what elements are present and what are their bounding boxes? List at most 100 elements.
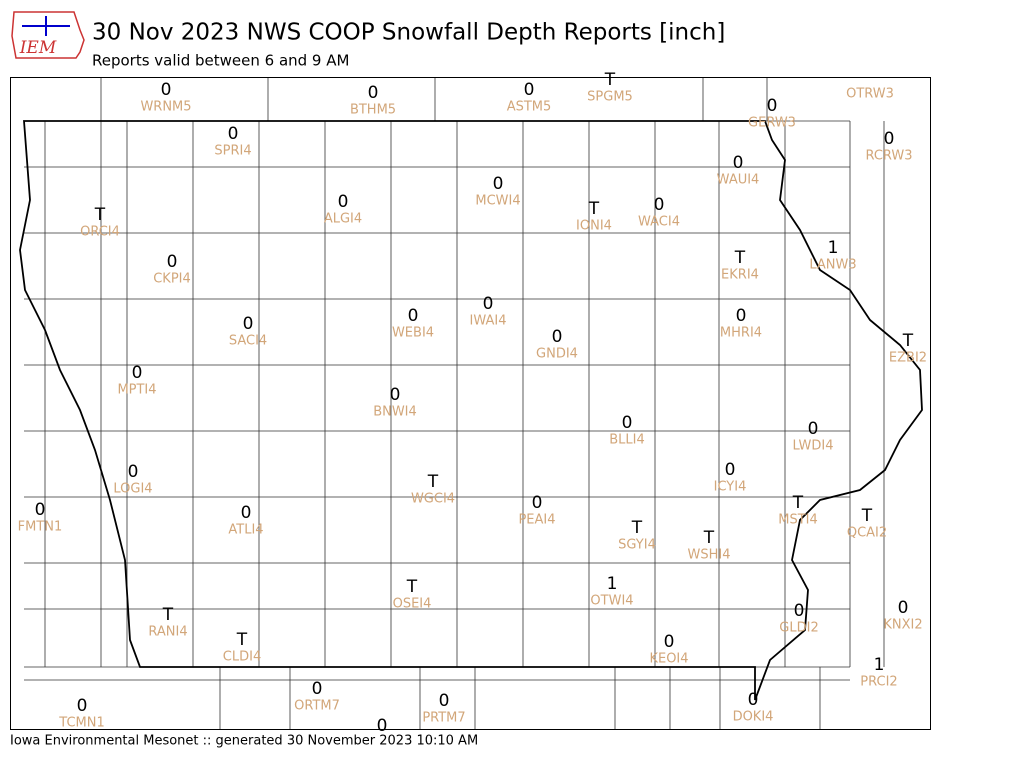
subtitle: Reports valid between 6 and 9 AM: [92, 52, 349, 70]
snow-depth: 0: [664, 632, 675, 652]
snow-depth: 0: [241, 503, 252, 523]
snow-depth: 0: [439, 691, 450, 711]
snow-depth: 0: [390, 385, 401, 405]
snow-depth: 0: [767, 96, 778, 116]
station-id: WAUI4: [717, 173, 760, 188]
station-id: GLDI2: [779, 621, 818, 636]
station-id: GNDI4: [536, 347, 578, 362]
station-id: OTWI4: [590, 594, 633, 609]
station-id: PEAI4: [518, 513, 555, 528]
snow-depth: 0: [725, 460, 736, 480]
station-id: MCWI4: [475, 194, 520, 209]
station-id: WRNM5: [140, 100, 191, 115]
station-id: ICYI4: [714, 480, 747, 495]
snow-depth: 0: [622, 413, 633, 433]
snow-depth: 0: [338, 192, 349, 212]
station-id: BNWI4: [373, 405, 417, 420]
snow-depth: T: [792, 493, 804, 513]
station-id: ASTM5: [507, 100, 552, 115]
county-lines: [24, 77, 885, 730]
station-id: BTHM5: [350, 103, 396, 118]
snow-depth: 0: [532, 493, 543, 513]
snow-depth: T: [162, 605, 174, 625]
snow-depth: 0: [132, 363, 143, 383]
station-id: FMTN1: [18, 520, 63, 535]
snow-depth: T: [94, 205, 106, 225]
station-id: SGYI4: [618, 538, 656, 553]
station-id: SPRI4: [214, 144, 251, 159]
station-id: KEOI4: [649, 652, 688, 667]
station-id: TCMN1: [58, 716, 104, 731]
snow-depth: T: [588, 199, 600, 219]
snow-depth: T: [427, 472, 439, 492]
snow-depth: 1: [607, 574, 618, 594]
station-id: IWAI4: [470, 314, 507, 329]
station-id: PRTM7: [422, 711, 465, 726]
station-id: IONI4: [576, 219, 612, 234]
station-id: SPGM5: [587, 90, 633, 105]
station-id: DOKI4: [733, 710, 774, 725]
snow-depth: 0: [161, 80, 172, 100]
snow-depth: 0: [493, 174, 504, 194]
station-id: WEBI4: [392, 326, 434, 341]
station-id: RCRW3: [865, 149, 912, 164]
station-id: ALGI4: [324, 212, 362, 227]
snow-depth: 0: [312, 679, 323, 699]
station-id: BLLI4: [609, 433, 645, 448]
station-id: GERW3: [748, 116, 796, 131]
snow-depth: T: [604, 70, 616, 90]
snow-depth: 0: [748, 690, 759, 710]
snow-depth: 0: [794, 601, 805, 621]
snow-depth: T: [734, 248, 746, 268]
snow-depth: T: [236, 630, 248, 650]
station-id: OTRW3: [846, 87, 894, 102]
snow-depth: 0: [77, 696, 88, 716]
station-id: WSHI4: [688, 548, 731, 563]
station-id: EZBI2: [889, 351, 927, 366]
station-id: MPTI4: [117, 383, 156, 398]
snow-depth: 0: [368, 83, 379, 103]
station-id: MSTI4: [778, 513, 818, 528]
snow-depth: 0: [552, 327, 563, 347]
logo: IEM: [11, 11, 85, 59]
snow-depth: 0: [228, 124, 239, 144]
snow-depth: 1: [828, 238, 839, 258]
station-id: LOGI4: [113, 482, 152, 497]
snow-depth: 0: [884, 129, 895, 149]
snow-depth: 1: [874, 655, 885, 675]
station-id: KNXI2: [883, 618, 922, 633]
snow-depth: 0: [243, 314, 254, 334]
snow-depth: 0: [408, 306, 419, 326]
snow-depth: T: [703, 528, 715, 548]
station-id: SACI4: [229, 334, 267, 349]
snow-depth: 0: [483, 294, 494, 314]
snow-depth: 0: [898, 598, 909, 618]
snow-depth: 0: [654, 195, 665, 215]
snow-depth: 0: [35, 500, 46, 520]
station-id: LWDI4: [792, 439, 833, 454]
station-id: ORTM7: [294, 699, 340, 714]
snow-depth: T: [902, 331, 914, 351]
snow-depth: 0: [736, 306, 747, 326]
station-id: WACI4: [638, 215, 680, 230]
station-id: WGCI4: [411, 492, 455, 507]
station-id: OSEI4: [393, 597, 432, 612]
snow-depth: 0: [167, 252, 178, 272]
snow-depth: 0: [377, 716, 388, 736]
station-id: EKRI4: [721, 268, 759, 283]
snow-depth: 0: [733, 153, 744, 173]
station-id: QCAI2: [847, 526, 887, 541]
station-id: PRCI2: [860, 675, 897, 690]
station-id: RANI4: [148, 625, 187, 640]
station-id: MHRI4: [720, 326, 762, 341]
snow-depth: T: [406, 577, 418, 597]
snow-depth: 0: [524, 80, 535, 100]
station-id: CLDI4: [223, 650, 261, 665]
station-id: ORCI4: [80, 225, 120, 240]
station-id: CKPI4: [153, 272, 191, 287]
snow-depth: T: [631, 518, 643, 538]
footer: Iowa Environmental Mesonet :: generated …: [10, 734, 478, 749]
snow-depth: 0: [128, 462, 139, 482]
